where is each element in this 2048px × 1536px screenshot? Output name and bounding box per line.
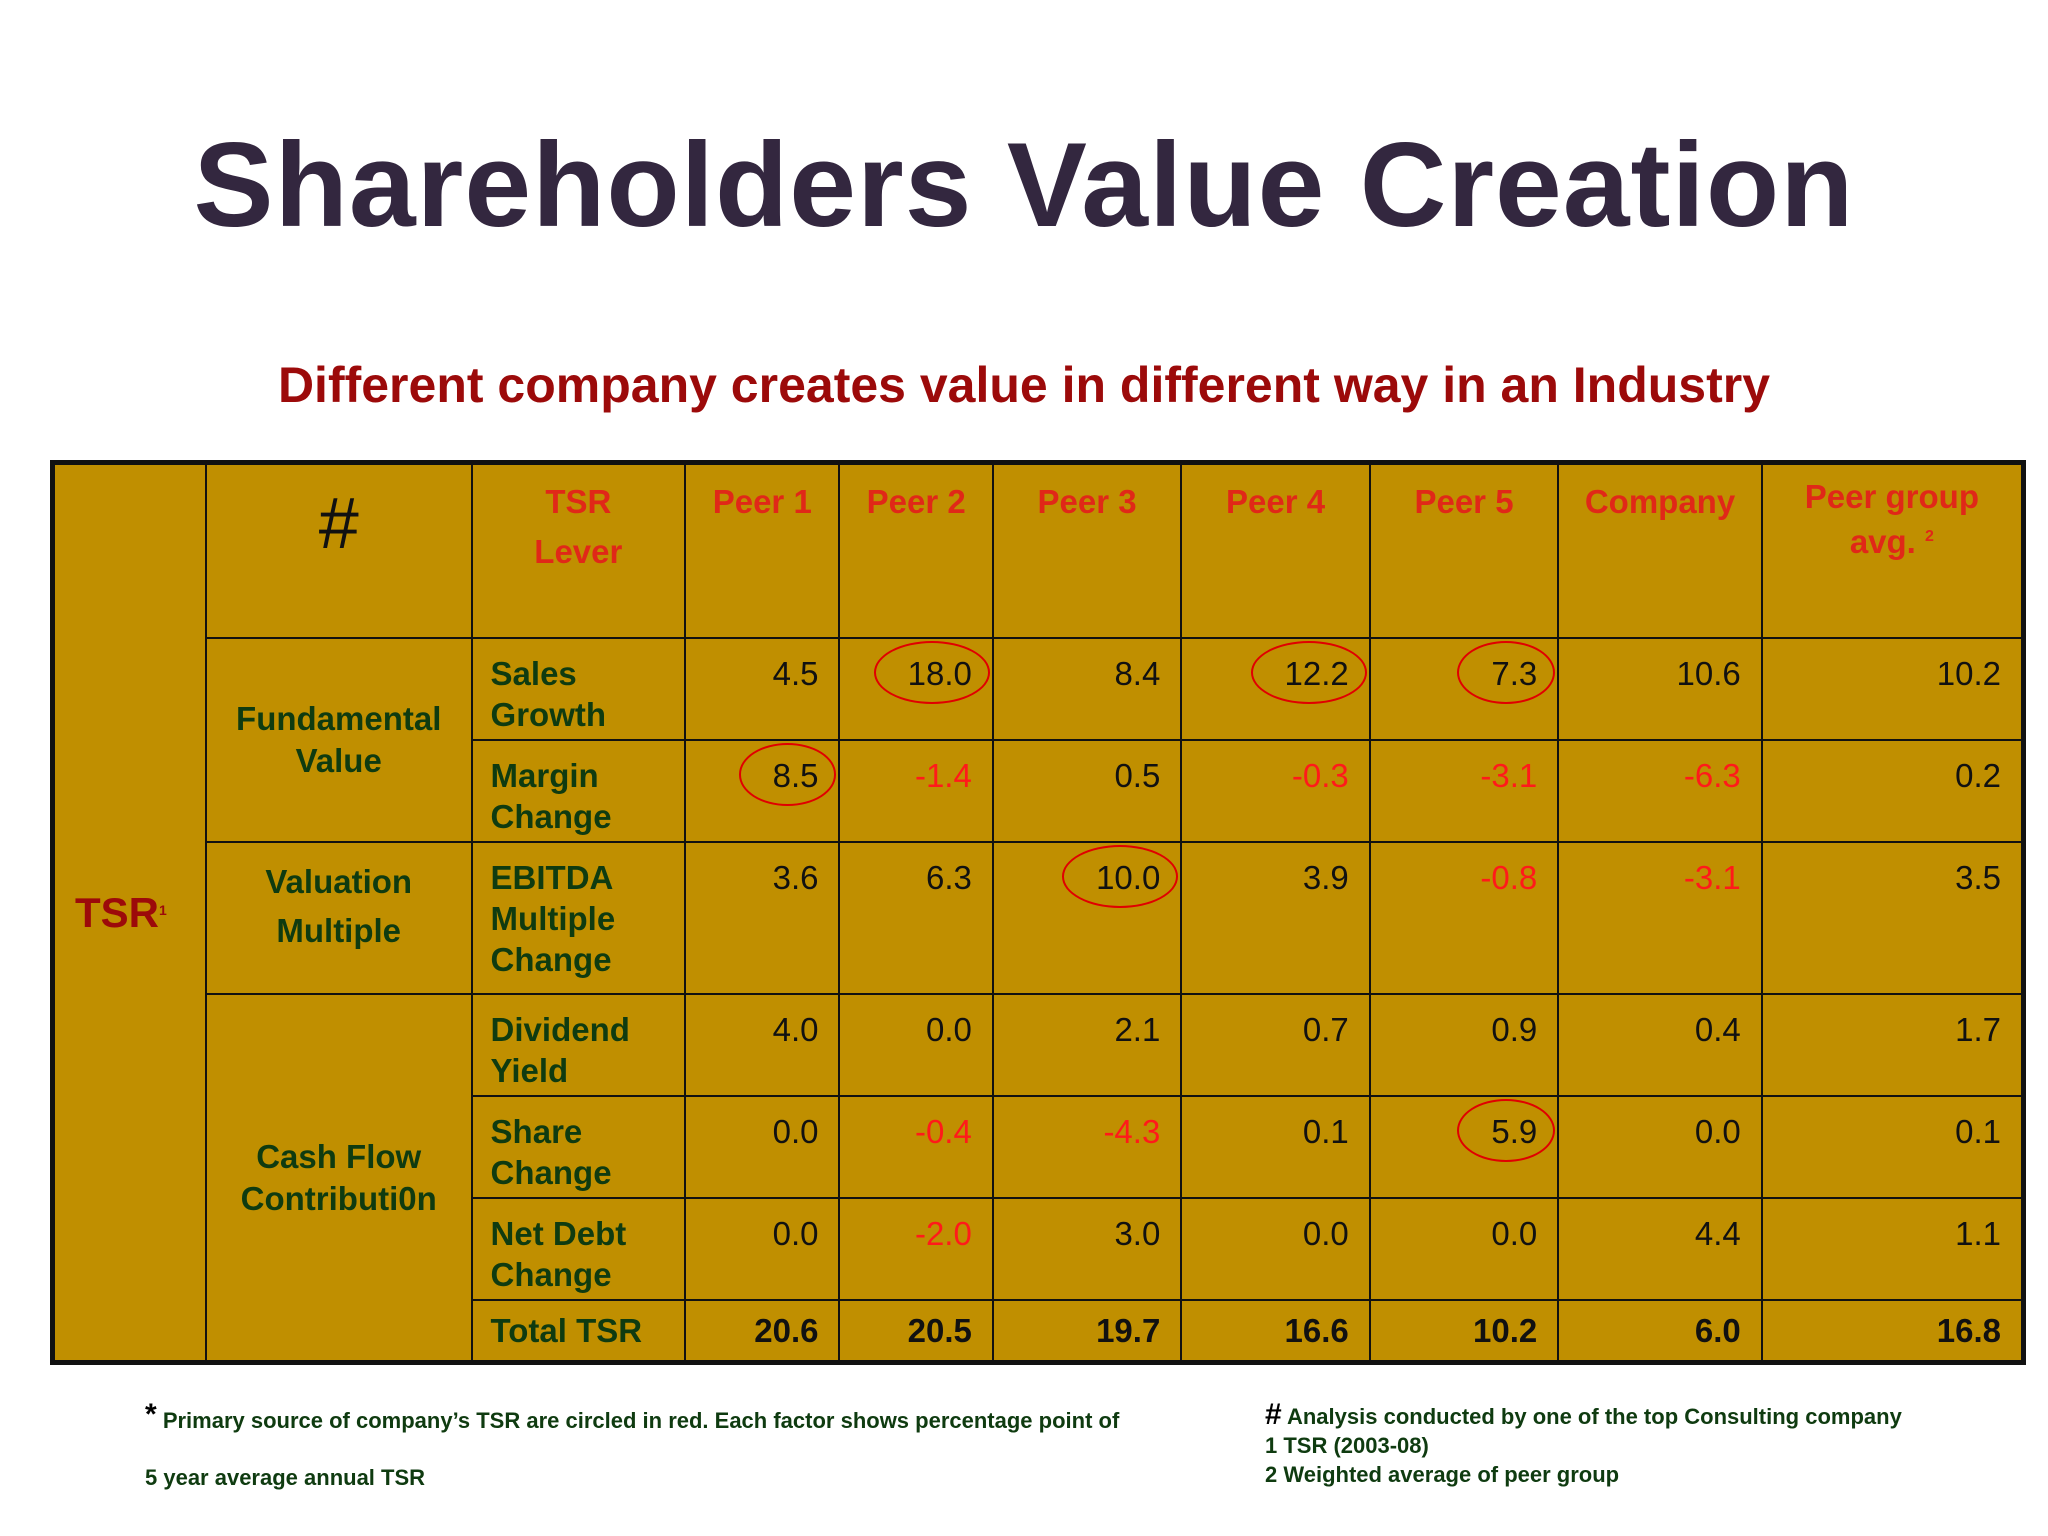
footnote-left: * Primary source of company’s TSR are ci…	[145, 1400, 1185, 1492]
page-title: Shareholders Value Creation	[193, 118, 1855, 252]
circled-value: 5.9	[1457, 1099, 1556, 1163]
value-cell: -0.3	[1180, 738, 1371, 843]
total-value: 16.6	[1180, 1299, 1371, 1364]
group-cash-flow-contribution: Cash Flow Contributi0n	[204, 993, 473, 1364]
value-cell: 0.0	[838, 993, 994, 1098]
footnote-line: Analysis conducted by one of the top Con…	[1286, 1404, 1902, 1429]
circled-value: 7.3	[1457, 640, 1556, 704]
value-cell: 4.4	[1557, 1197, 1763, 1302]
col-header-peer-3: Peer 3	[991, 461, 1183, 639]
table-row: Share Change 0.0 -0.4 -4.3 0.1 5.9 0.0 0.…	[53, 1095, 2025, 1200]
footnote-line: 1 TSR (2003-08)	[1265, 1433, 1429, 1458]
hash-header: #	[204, 461, 473, 639]
value-cell: -1.4	[838, 738, 994, 843]
table-row: Margin Change 8.5 -1.4 0.5 -0.3 -3.1 -6.3…	[53, 738, 2025, 843]
lever-share-change: Share Change	[470, 1095, 687, 1200]
value-cell: 12.2	[1180, 636, 1371, 741]
lever-margin-change: Margin Change	[470, 738, 687, 843]
total-value: 6.0	[1557, 1299, 1763, 1364]
value-cell: 10.2	[1760, 636, 2025, 741]
lever-header: TSR Lever	[470, 461, 687, 639]
value-cell: 0.7	[1180, 993, 1371, 1098]
value-cell: -2.0	[838, 1197, 994, 1302]
tsr-side-label: TSR1	[51, 461, 207, 1364]
value-cell: 0.0	[1557, 1095, 1763, 1200]
value-cell: 18.0	[838, 636, 994, 741]
col-header-peer-1: Peer 1	[684, 461, 841, 639]
total-row: Total TSR 20.6 20.5 19.7 16.6 10.2 6.0 1…	[53, 1299, 2025, 1364]
value-cell: -4.3	[991, 1095, 1183, 1200]
footnote-line: 5 year average annual TSR	[145, 1465, 426, 1490]
value-cell: 8.5	[684, 738, 841, 843]
group-valuation-multiple: Valuation Multiple	[204, 840, 473, 996]
value-cell: 0.4	[1557, 993, 1763, 1098]
total-value: 10.2	[1368, 1299, 1560, 1364]
page-subtitle: Different company creates value in diffe…	[277, 357, 1771, 413]
value-cell: 4.0	[684, 993, 841, 1098]
value-cell: 0.1	[1180, 1095, 1371, 1200]
total-value: 19.7	[991, 1299, 1183, 1364]
footnote-line: 2 Weighted average of peer group	[1265, 1462, 1620, 1487]
col-header-peer-avg: Peer group avg. 2	[1760, 461, 2025, 639]
col-header-peer-5: Peer 5	[1368, 461, 1560, 639]
col-header-peer-4: Peer 4	[1180, 461, 1371, 639]
lever-ebitda-multiple-change: EBITDA Multiple Change	[470, 840, 687, 996]
tsr-lever-table: TSR1 # TSR Lever Peer 1 Peer 2 Peer 3 Pee…	[50, 460, 2026, 1365]
value-cell: 0.0	[684, 1197, 841, 1302]
circled-value: 18.0	[873, 640, 991, 704]
table-row: Net Debt Change 0.0 -2.0 3.0 0.0 0.0 4.4 …	[53, 1197, 2025, 1302]
table-row: Valuation Multiple EBITDA Multiple Change 3…	[53, 840, 2025, 996]
circled-value: 10.0	[1061, 844, 1179, 908]
value-cell: 10.6	[1557, 636, 1763, 741]
table-row: Cash Flow Contributi0n Dividend Yield 4.0 …	[53, 993, 2025, 1364]
value-cell: 0.0	[684, 1095, 841, 1200]
lever-dividend-yield: Dividend Yield	[470, 993, 687, 1098]
value-cell: 3.9	[1180, 840, 1371, 996]
value-cell: 0.0	[1368, 1197, 1560, 1302]
value-cell: 7.3	[1368, 636, 1560, 741]
value-cell: 6.3	[838, 840, 994, 996]
footnote-right: # Analysis conducted by one of the top C…	[1265, 1400, 2025, 1489]
group-fundamental-value: Fundamental Value	[204, 636, 473, 843]
value-cell: 0.1	[1760, 1095, 2025, 1200]
total-value: 20.6	[684, 1299, 841, 1364]
value-cell: 4.5	[684, 636, 841, 741]
value-cell: -3.1	[1368, 738, 1560, 843]
lever-net-debt-change: Net Debt Change	[470, 1197, 687, 1302]
total-tsr-label: Total TSR	[470, 1299, 687, 1364]
value-cell: 0.2	[1760, 738, 2025, 843]
value-cell: -0.4	[838, 1095, 994, 1200]
value-cell: 10.0	[991, 840, 1183, 996]
footnote-line: Primary source of company’s TSR are circ…	[162, 1408, 1120, 1433]
value-cell: -3.1	[1557, 840, 1763, 996]
value-cell: 3.5	[1760, 840, 2025, 996]
col-header-company: Company	[1557, 461, 1763, 639]
value-cell: -0.8	[1368, 840, 1560, 996]
value-cell: 0.5	[991, 738, 1183, 843]
table-row: Fundamental Value Sales Growth 4.5 18.0 8.…	[53, 636, 2025, 843]
circled-value: 8.5	[738, 742, 837, 806]
value-cell: 8.4	[991, 636, 1183, 741]
value-cell: 0.9	[1368, 993, 1560, 1098]
col-header-peer-2: Peer 2	[838, 461, 994, 639]
total-value: 16.8	[1760, 1299, 2025, 1364]
header-row: TSR1 # TSR Lever Peer 1 Peer 2 Peer 3 Pee…	[51, 461, 2025, 1364]
value-cell: 1.7	[1760, 993, 2025, 1098]
total-value: 20.5	[838, 1299, 994, 1364]
value-cell: -6.3	[1557, 738, 1763, 843]
value-cell: 0.0	[1180, 1197, 1371, 1302]
value-cell: 1.1	[1760, 1197, 2025, 1302]
value-cell: 2.1	[991, 993, 1183, 1098]
value-cell: 3.0	[991, 1197, 1183, 1302]
value-cell: 3.6	[684, 840, 841, 996]
value-cell: 5.9	[1368, 1095, 1560, 1200]
lever-sales-growth: Sales Growth	[470, 636, 687, 741]
footnote-star-mark: *	[145, 1398, 157, 1431]
circled-value: 12.2	[1250, 640, 1368, 704]
footnote-hash-mark: #	[1265, 1398, 1282, 1431]
